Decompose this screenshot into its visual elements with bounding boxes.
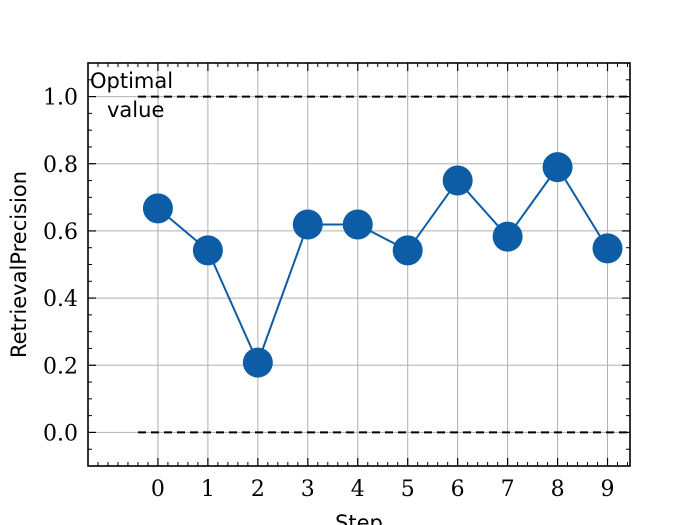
x-tick-label: 5 <box>401 477 415 502</box>
data-point <box>192 235 223 266</box>
series-line <box>157 165 609 366</box>
y-axis-title: RetrievalPrecision <box>7 171 31 358</box>
x-tick-label: 9 <box>601 477 615 502</box>
y-tick-label: 0.4 <box>43 287 78 312</box>
data-point <box>142 193 173 224</box>
annotation-optimal-line2: value <box>107 98 164 122</box>
x-tick-label: 8 <box>551 477 565 502</box>
data-point <box>592 233 623 264</box>
y-tick-label: 0.0 <box>43 421 78 446</box>
data-point <box>442 165 473 196</box>
x-tick-label: 7 <box>501 477 515 502</box>
y-tick-label: 0.8 <box>43 153 78 178</box>
x-tick-label: 6 <box>451 477 465 502</box>
x-axis-title: Step <box>335 511 383 525</box>
x-tick-label: 3 <box>301 477 315 502</box>
x-tick-label: 2 <box>251 477 265 502</box>
data-point <box>342 209 373 240</box>
y-tick-label: 0.2 <box>43 354 78 379</box>
data-point <box>542 152 573 183</box>
x-tick-label: 4 <box>351 477 365 502</box>
annotation-optimal-line1: Optimal <box>90 69 173 93</box>
y-tick-label: 0.6 <box>43 220 78 245</box>
plot-frame <box>87 62 631 467</box>
data-point <box>392 235 423 266</box>
y-tick-label: 1.0 <box>43 86 78 111</box>
data-point <box>242 347 273 378</box>
x-tick-label: 0 <box>151 477 165 502</box>
data-point <box>292 209 323 240</box>
series <box>142 152 623 378</box>
ticks <box>88 62 630 467</box>
x-tick-label: 1 <box>201 477 215 502</box>
tick-labels: 0 1 2 3 4 5 6 7 8 9 0.0 0.2 0.4 0.6 0.8 1.0 <box>43 86 615 502</box>
data-point <box>492 221 523 252</box>
reference-lines <box>138 95 630 434</box>
grid <box>88 63 630 466</box>
